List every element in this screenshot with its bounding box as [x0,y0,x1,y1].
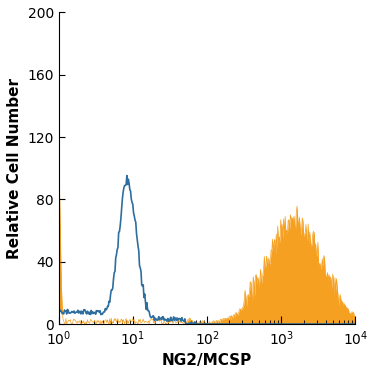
X-axis label: NG2/MCSP: NG2/MCSP [162,353,252,368]
Y-axis label: Relative Cell Number: Relative Cell Number [7,78,22,259]
